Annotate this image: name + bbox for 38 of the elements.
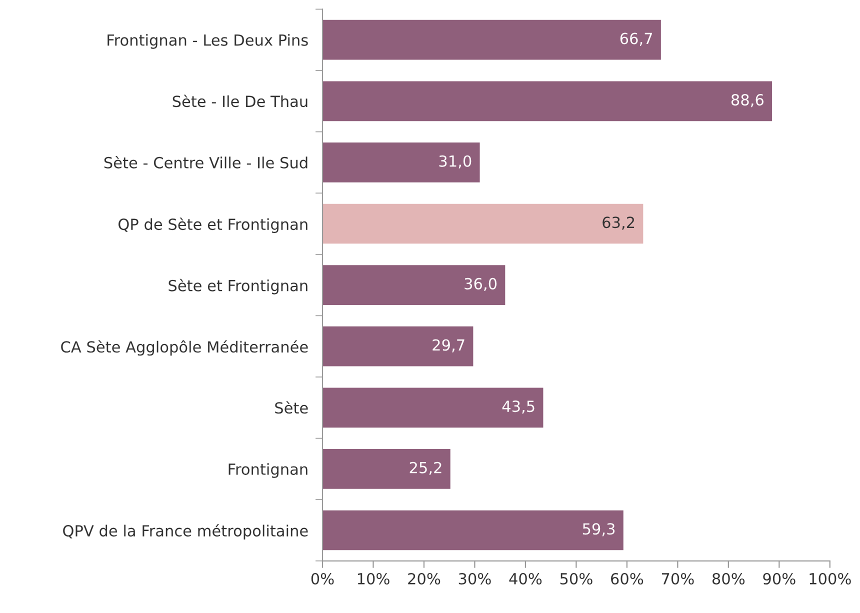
- x-tick-label: 30%: [458, 572, 491, 585]
- y-tick-label: CA Sète Agglopôle Méditerranée: [61, 340, 308, 356]
- bar: [322, 388, 544, 428]
- bar: [322, 510, 624, 550]
- bar: [322, 142, 480, 182]
- x-tick-label: 40%: [509, 572, 542, 585]
- x-tick-label: 60%: [611, 572, 644, 585]
- data-label: 43,5: [502, 400, 534, 414]
- bar: [322, 81, 772, 122]
- data-label: 66,7: [620, 32, 652, 46]
- x-tick-label: 10%: [358, 572, 390, 585]
- y-tick-label: QPV de la France métropolitaine: [63, 524, 308, 540]
- bar: [322, 449, 450, 489]
- x-tick-label: 80%: [712, 572, 745, 585]
- y-tick-label: Sète - Ile De Thau: [172, 94, 308, 108]
- x-tick-label: 50%: [560, 572, 592, 585]
- data-label: 29,7: [432, 339, 464, 352]
- x-tick-label: 90%: [763, 572, 796, 585]
- y-tick-label: QP de Sète et Frontignan: [118, 218, 308, 234]
- x-tick-label: 100%: [810, 572, 851, 585]
- x-tick-label: 20%: [408, 572, 440, 585]
- y-tick-label: Sète: [275, 401, 308, 414]
- bar: [322, 20, 661, 60]
- bar: [322, 265, 506, 305]
- y-tick-label: Frontignan: [228, 463, 308, 478]
- data-label: 59,3: [582, 523, 615, 536]
- data-label: 31,0: [439, 155, 472, 168]
- x-tick-label: 0%: [311, 572, 334, 585]
- y-tick-label: Sète et Frontignan: [168, 278, 308, 294]
- x-tick-label: 70%: [662, 572, 694, 585]
- data-label: 25,2: [410, 462, 442, 475]
- data-label: 36,0: [464, 278, 497, 292]
- data-label: 88,6: [731, 94, 764, 108]
- data-label: 63,2: [602, 216, 634, 230]
- y-tick-label: Frontignan - Les Deux Pins: [108, 34, 308, 49]
- bar: [322, 204, 644, 244]
- y-tick-label: Sète - Centre Ville - Ile Sud: [104, 156, 308, 168]
- bar: [322, 326, 474, 366]
